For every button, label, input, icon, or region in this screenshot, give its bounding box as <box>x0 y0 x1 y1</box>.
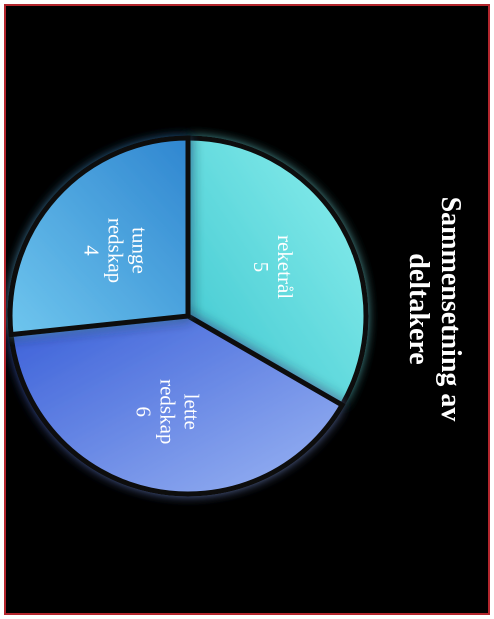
chart-title-line: Sammensetning av <box>435 197 466 422</box>
slice-label-2: tungeredskap4 <box>79 218 151 283</box>
slice-label-line: 5 <box>249 262 273 273</box>
slice-label-line: 6 <box>132 407 156 418</box>
slice-label-line: 4 <box>79 245 103 256</box>
slice-label-line: redskap <box>103 218 127 283</box>
slice-label-line: tunge <box>127 227 151 274</box>
pie-slice-0 <box>185 135 369 409</box>
slice-label-line: reketrål <box>273 235 297 299</box>
chart-title: Sammensetning avdeltakere <box>403 197 466 422</box>
slice-label-1: letteredskap6 <box>132 379 204 444</box>
slide-canvas: reketrål5 letteredskap6 tungeredskap4 Samm… <box>6 6 488 613</box>
slice-label-0: reketrål5 <box>249 235 297 299</box>
pie-slice-2 <box>7 135 191 338</box>
slice-label-line: lette <box>180 394 204 430</box>
slice-label-line: redskap <box>156 379 180 444</box>
slide-frame: reketrål5 letteredskap6 tungeredskap4 Samm… <box>4 4 490 615</box>
pie-slices <box>7 135 369 497</box>
chart-title-line: deltakere <box>403 253 434 364</box>
pie-slice-1 <box>8 313 346 497</box>
